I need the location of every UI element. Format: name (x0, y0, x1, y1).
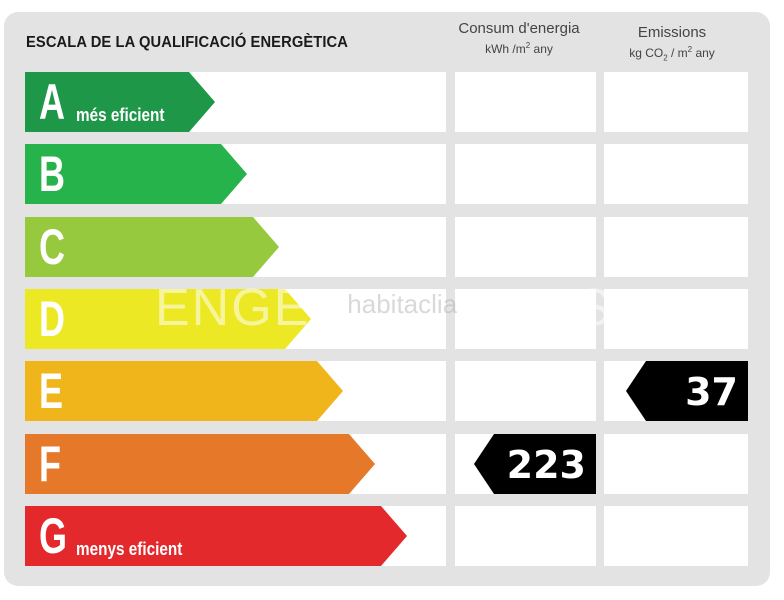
rating-arrow-shape (25, 506, 407, 566)
result-value: 223 (506, 443, 586, 487)
rating-bar-c: C (25, 217, 279, 277)
rating-bar-d: D (25, 289, 311, 349)
result-arrow-shape (626, 361, 748, 421)
emissions-column-header: Emissions kg CO2 / m2 any (604, 24, 740, 62)
emissions-cell-g (604, 506, 748, 566)
rating-letter: C (39, 219, 65, 275)
rating-letter: D (39, 291, 65, 347)
emissions-unit: kg CO2 / m2 any (629, 45, 715, 63)
rating-arrow-shape (25, 72, 215, 132)
consumption-result-marker: 223 (474, 434, 596, 494)
rating-letter: G (39, 508, 68, 564)
rating-arrow-shape (25, 144, 247, 204)
watermark: ENGEL habitaclia KERS (155, 279, 613, 337)
rating-label: menys eficient (76, 539, 183, 559)
consumption-heading: Consum d'energia (458, 20, 580, 37)
rating-bar-f: F (25, 434, 375, 494)
rating-letter: E (39, 363, 64, 419)
rating-arrow-shape (25, 361, 343, 421)
rating-label: més eficient (76, 105, 165, 125)
emissions-cell-a (604, 72, 748, 132)
emissions-result-marker: 37 (626, 361, 748, 421)
rating-arrow-shape (25, 217, 279, 277)
result-arrow-shape (474, 434, 596, 494)
emissions-cell-b (604, 144, 748, 204)
emissions-cell-c (604, 217, 748, 277)
emissions-heading: Emissions (637, 24, 707, 41)
consumption-cell-g (455, 506, 596, 566)
consumption-unit: kWh /m2 any (485, 41, 553, 56)
consumption-cell-e (455, 361, 596, 421)
rating-bar-b: B (25, 144, 247, 204)
rating-bar-e: E (25, 361, 343, 421)
rating-arrow-shape (25, 434, 375, 494)
rating-arrow-shape (25, 289, 311, 349)
consumption-cell-b (455, 144, 596, 204)
emissions-cell-f (604, 434, 748, 494)
consumption-cell-a (455, 72, 596, 132)
label-title: ESCALA DE LA QUALIFICACIÓ ENERGÈTICA (26, 34, 348, 51)
rating-letter: B (39, 146, 65, 202)
consumption-cell-d (455, 289, 596, 349)
emissions-cell-d (604, 289, 748, 349)
consumption-column-header: Consum d'energia kWh /m2 any (452, 20, 586, 56)
result-value: 37 (685, 370, 738, 414)
rating-letter: F (39, 436, 61, 492)
rating-letter: A (39, 74, 65, 130)
consumption-cell-c (455, 217, 596, 277)
